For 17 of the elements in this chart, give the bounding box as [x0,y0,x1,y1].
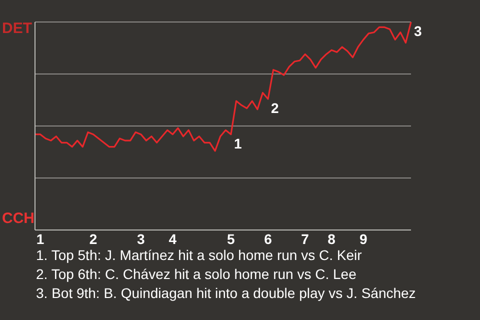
x-tick-label: 9 [359,230,368,247]
x-tick-label: 6 [264,230,272,247]
x-tick-label: 8 [328,230,336,247]
x-tick-label: 2 [89,230,98,247]
text: 3 [414,23,422,39]
text: 3. Bot 9th: B. Quindiagan hit into a double play vs J. Sánchez [36,284,416,303]
x-tick-label: 1 [36,230,44,247]
x-tick-label: 7 [301,230,310,247]
text: DET [2,20,32,37]
x-tick-label: 3 [137,230,146,247]
text: 2. Top 6th: C. Chávez hit a solo home run vs C. Lee [36,265,358,284]
text: 1. Top 5th: J. Martínez hit a solo home run vs C. Keir [36,246,363,265]
annotation: 2 [271,100,280,116]
text: CCH [2,210,34,227]
x-tick-label: 5 [227,230,236,247]
annotation: 1 [234,135,242,152]
x-tick-label: 4 [168,230,177,247]
